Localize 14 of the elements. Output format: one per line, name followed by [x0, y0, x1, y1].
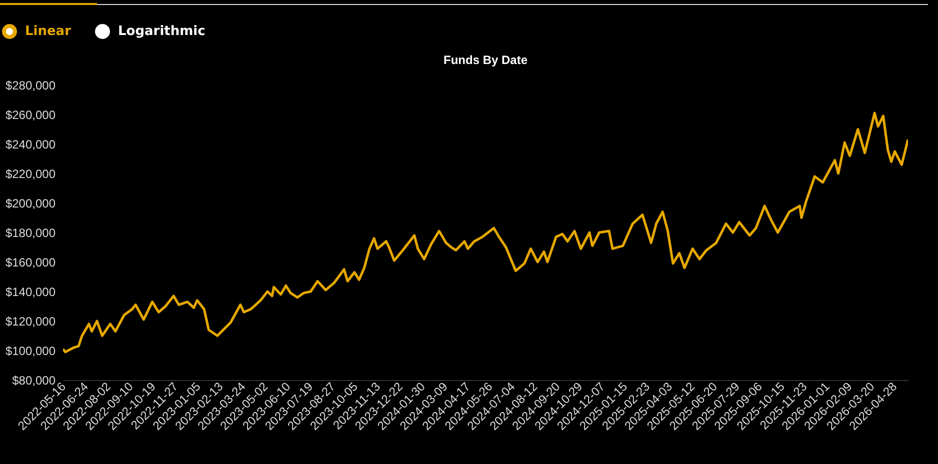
y-tick-label: $160,000	[5, 256, 56, 270]
text: Linear	[25, 24, 71, 38]
y-tick-label: $260,000	[5, 108, 56, 122]
chart-title: Funds By Date	[443, 53, 528, 67]
y-tick-label: $220,000	[5, 167, 56, 181]
y-tick-label: $140,000	[5, 285, 56, 299]
y-tick-label: $100,000	[5, 344, 56, 358]
y-tick-label: $280,000	[5, 78, 56, 92]
y-tick-label: $240,000	[5, 138, 56, 152]
y-tick-label: $180,000	[5, 226, 56, 240]
y-tick-label: $120,000	[5, 314, 56, 328]
line-series	[63, 112, 908, 354]
text: Logarithmic	[118, 24, 206, 38]
y-tick-label: $200,000	[5, 196, 56, 210]
